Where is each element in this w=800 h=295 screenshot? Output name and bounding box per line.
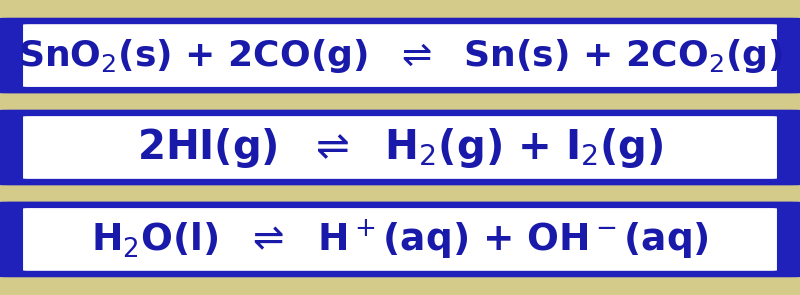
FancyBboxPatch shape — [22, 114, 778, 181]
FancyBboxPatch shape — [22, 22, 778, 89]
Text: SnO$_2$(s) + 2CO(g)  $\rightleftharpoons$  Sn(s) + 2CO$_2$(g): SnO$_2$(s) + 2CO(g) $\rightleftharpoons$… — [18, 37, 782, 75]
FancyBboxPatch shape — [0, 201, 800, 277]
FancyBboxPatch shape — [0, 18, 800, 94]
Text: H$_2$O(l)  $\rightleftharpoons$  H$^+$(aq) + OH$^-$(aq): H$_2$O(l) $\rightleftharpoons$ H$^+$(aq)… — [91, 217, 709, 261]
FancyBboxPatch shape — [22, 206, 778, 273]
Text: 2HI(g)  $\rightleftharpoons$  H$_2$(g) + I$_2$(g): 2HI(g) $\rightleftharpoons$ H$_2$(g) + I… — [137, 125, 663, 170]
FancyBboxPatch shape — [0, 110, 800, 185]
